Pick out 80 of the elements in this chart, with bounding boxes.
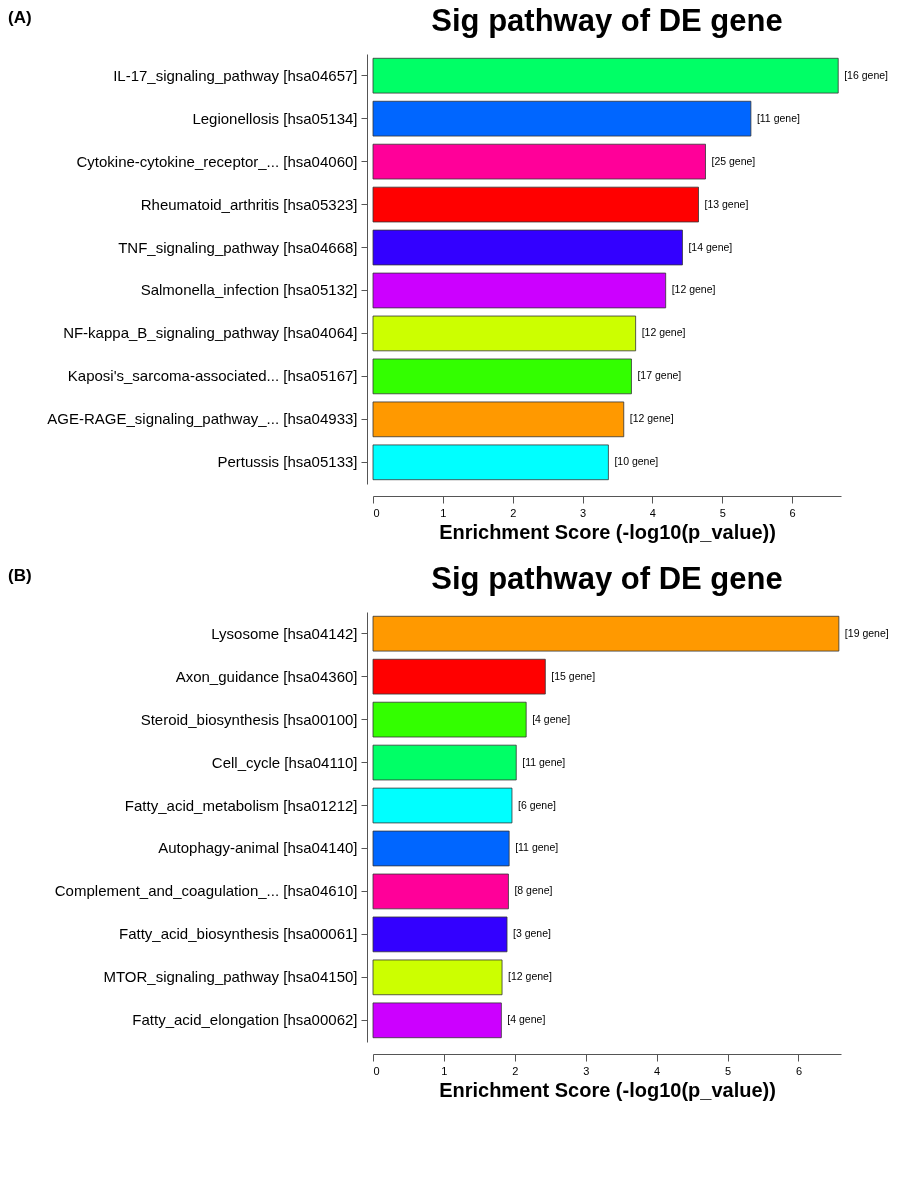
x-tick-label: 2 [512,1064,519,1077]
text: (B) [8,566,32,585]
annotation: [12 gene] [671,283,716,296]
annotation: [6 gene] [517,798,557,811]
y-tick-label: TNF_signaling_pathway [hsa04668] [118,238,358,256]
bar [372,186,699,223]
x-tick-label: 2 [510,506,517,519]
y-tick-label: Salmonella_infection [hsa05132] [140,281,358,299]
y-tick-label: Complement_and_coagulation_... [hsa04610] [54,882,358,900]
x-tick-label: 0 [373,506,380,519]
annotation: [16 gene] [844,68,889,81]
x-tick-label: 6 [795,1064,803,1077]
x-tick-label: 5 [719,506,726,519]
x-axis-title: Enrichment Score (-log10(p_value)) [439,520,776,543]
annotation: [10 gene] [614,455,659,468]
bar [372,916,508,953]
x-tick-label: 1 [441,1064,448,1077]
annotation: [8 gene] [514,884,553,897]
y-tick-label: Axon_guidance [hsa04360] [175,667,358,685]
x-tick-label: 4 [654,1064,661,1077]
bar [372,830,510,867]
x-tick-label: 3 [579,506,587,519]
annotation: [11 gene] [756,111,800,124]
chart-title: Sig pathway of DE gene [431,3,783,38]
annotation: [14 gene] [688,240,733,253]
text: (A) [8,8,32,27]
x-tick-label: 6 [789,506,796,519]
bar [372,787,513,824]
y-tick-label: Fatty_acid_elongation [hsa00062] [132,1011,358,1029]
annotation: [11 gene] [522,755,566,768]
y-tick-label: Lysosome [hsa04142] [211,624,358,642]
x-axis-title: Enrichment Score (-log10(p_value)) [439,1078,776,1101]
chart-title: Sig pathway of DE gene [431,561,783,596]
annotation: [12 gene] [629,412,674,425]
y-tick-label: Legionellosis [hsa05134] [192,109,358,127]
y-tick-label: Rheumatoid_arthritis [hsa05323] [140,195,358,213]
annotation: [4 gene] [532,712,571,725]
y-tick-label: Cytokine-cytokine_receptor_... [hsa04060] [76,152,358,170]
bar [372,744,517,781]
annotation: [3 gene] [513,927,552,940]
x-tick-label: 1 [440,506,447,519]
bar [372,959,503,996]
x-tick-label: 5 [724,1064,732,1077]
bar [372,143,706,180]
y-tick-label: Cell_cycle [hsa04110] [211,753,358,771]
annotation: [19 gene] [844,626,889,639]
bar [372,873,509,910]
y-tick-label: Pertussis [hsa05133] [217,453,358,471]
y-tick-label: Steroid_biosynthesis [hsa00100] [140,710,358,728]
annotation: [13 gene] [704,197,749,210]
bar [372,615,840,652]
annotation: [4 gene] [507,1013,546,1026]
annotation: [11 gene] [515,841,559,854]
y-tick-label: Kaposi's_sarcoma-associated... [hsa05167] [67,367,358,385]
bar [372,272,667,309]
bar [372,444,609,481]
annotation: [12 gene] [508,970,552,983]
bar [372,1002,502,1039]
y-tick-label: Fatty_acid_biosynthesis [hsa00061] [119,925,358,943]
y-tick-label: Fatty_acid_metabolism [hsa01212] [124,796,358,814]
bar [372,701,527,738]
y-tick-label: Autophagy-animal [hsa04140] [158,839,358,857]
annotation: [25 gene] [711,154,756,167]
y-tick-label: MTOR_signaling_pathway [hsa04150] [103,968,358,986]
x-tick-label: 4 [649,506,656,519]
y-tick-label: NF-kappa_B_signaling_pathway [hsa04064] [63,324,358,342]
y-tick-label: AGE-RAGE_signaling_pathway_... [hsa04933] [47,410,358,428]
bar [372,315,637,352]
y-tick-label: IL-17_signaling_pathway [hsa04657] [113,66,358,84]
annotation: [12 gene] [641,326,686,339]
bar [372,100,752,137]
x-tick-label: 0 [373,1064,380,1077]
bar [372,229,683,266]
annotation: [15 gene] [551,669,596,682]
bar [372,658,546,695]
annotation: [17 gene] [637,369,682,382]
bar [372,401,625,438]
bar [372,57,839,94]
x-tick-label: 3 [583,1064,590,1077]
bar [372,358,632,395]
